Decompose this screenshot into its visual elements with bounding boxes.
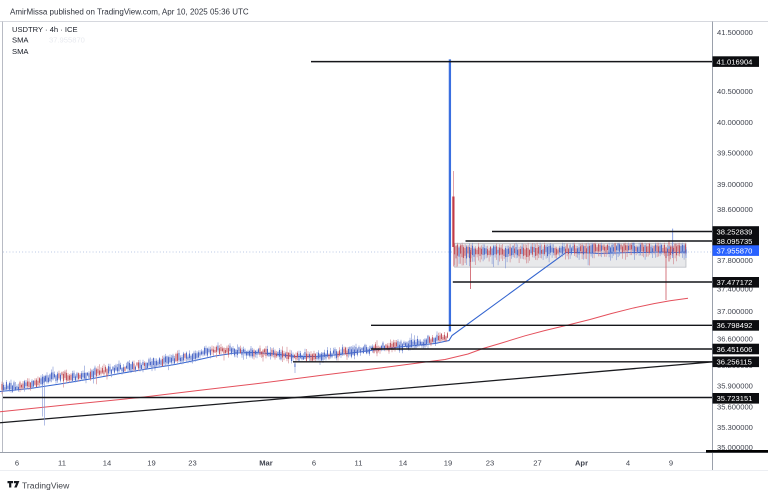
svg-text:AmirMissa published on Trading: AmirMissa published on TradingView.com, … <box>10 8 249 17</box>
svg-text:14: 14 <box>103 459 111 468</box>
svg-text:36.256115: 36.256115 <box>717 358 752 367</box>
svg-text:37.400000: 37.400000 <box>717 285 753 294</box>
svg-text:36.600000: 36.600000 <box>717 335 753 344</box>
svg-text:SMA: SMA <box>12 36 29 45</box>
svg-text:19: 19 <box>147 459 155 468</box>
svg-text:36.798492: 36.798492 <box>717 321 753 330</box>
svg-text:6: 6 <box>312 459 316 468</box>
svg-text:35.723151: 35.723151 <box>717 394 753 403</box>
svg-text:Mar: Mar <box>259 459 273 468</box>
svg-text:19: 19 <box>444 459 452 468</box>
svg-text:37.800000: 37.800000 <box>717 256 753 265</box>
svg-text:35.900000: 35.900000 <box>717 382 753 391</box>
svg-text:39.000000: 39.000000 <box>717 180 753 189</box>
svg-text:6: 6 <box>15 459 19 468</box>
svg-text:36.451606: 36.451606 <box>717 345 753 354</box>
svg-text:37.955870: 37.955870 <box>717 246 753 255</box>
svg-text:9: 9 <box>669 459 673 468</box>
svg-text:Apr: Apr <box>575 459 588 468</box>
svg-text:41.500000: 41.500000 <box>717 28 753 37</box>
svg-text:41.016904: 41.016904 <box>717 57 753 66</box>
svg-text:40.500000: 40.500000 <box>717 87 753 96</box>
svg-text:USDTRY · 4h · ICE: USDTRY · 4h · ICE <box>12 25 78 34</box>
svg-text:40.000000: 40.000000 <box>717 118 753 127</box>
svg-text:37.477172: 37.477172 <box>717 278 753 287</box>
svg-text:35.000000: 35.000000 <box>717 443 753 452</box>
svg-text:38.600000: 38.600000 <box>717 205 753 214</box>
svg-text:27: 27 <box>533 459 541 468</box>
svg-text:SMA: SMA <box>12 47 29 56</box>
svg-text:14: 14 <box>399 459 407 468</box>
svg-text:39.500000: 39.500000 <box>717 149 753 158</box>
svg-text:23: 23 <box>188 459 196 468</box>
svg-text:35.600000: 35.600000 <box>717 403 753 412</box>
svg-text:11: 11 <box>355 459 363 468</box>
svg-text:TradingView: TradingView <box>22 481 70 491</box>
svg-text:11: 11 <box>58 459 66 468</box>
svg-text:37.000000: 37.000000 <box>717 307 753 316</box>
svg-text:37.955870: 37.955870 <box>49 36 85 45</box>
svg-text:23: 23 <box>486 459 494 468</box>
svg-text:35.300000: 35.300000 <box>717 423 753 432</box>
svg-text:4: 4 <box>626 459 630 468</box>
svg-text:38.252839: 38.252839 <box>717 227 753 236</box>
svg-text:38.095735: 38.095735 <box>717 237 753 246</box>
